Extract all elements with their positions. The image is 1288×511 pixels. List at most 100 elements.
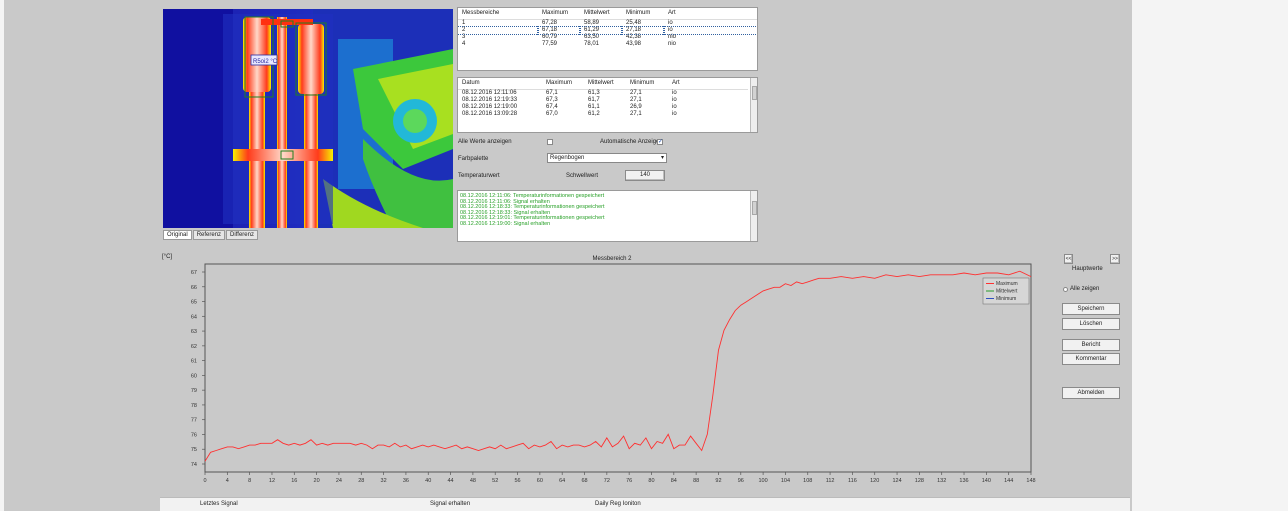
table-row[interactable]: 3 60,79 63,50 42,38 nio: [458, 34, 757, 41]
cell: 61,3: [588, 90, 600, 96]
x-tick-label: 116: [848, 478, 857, 484]
y-tick-label: 63: [191, 329, 197, 335]
x-tick-label: 148: [1026, 478, 1035, 484]
event-log: 08.12.2016 12:11:06: Temperaturinformati…: [457, 190, 758, 242]
y-tick-label: 66: [191, 285, 197, 291]
x-tick-label: 100: [759, 478, 768, 484]
cell: 61,2: [588, 111, 600, 117]
report-button[interactable]: Bericht: [1062, 339, 1120, 351]
cell: 2: [458, 26, 539, 35]
y-axis: 67 66 65 64 63 62 61 60 79 78 77 76 75 74: [191, 270, 205, 468]
y-tick-label: 61: [191, 359, 197, 365]
table-row[interactable]: 08.12.2016 12:19:00 67,4 61,1 26,9 io: [458, 104, 748, 111]
col-header[interactable]: Art: [668, 78, 748, 90]
history-scrollbar[interactable]: [750, 78, 757, 132]
cell: 67,1: [546, 90, 558, 96]
cell: 08.12.2016 13:09:28: [462, 111, 518, 117]
cell: io: [663, 26, 757, 35]
cell: 27,1: [630, 90, 642, 96]
main-values-heading: Hauptwerte: [1072, 266, 1103, 272]
cell: 42,38: [626, 34, 642, 40]
col-header[interactable]: Minimum: [626, 78, 668, 90]
view-tabs: Original Referenz Differenz: [163, 230, 258, 240]
x-tick-label: 44: [448, 478, 454, 484]
table-row[interactable]: 08.12.2016 12:11:06 67,1 61,3 27,1 io: [458, 90, 748, 98]
x-tick-label: 68: [581, 478, 587, 484]
table-row[interactable]: 1 67,28 58,89 25,48 io: [458, 20, 757, 28]
cell: 3: [462, 34, 466, 40]
thermal-image[interactable]: R5oi2 °C: [163, 9, 453, 228]
prev-button[interactable]: <<: [1064, 254, 1073, 264]
legend-entry: Maximum: [996, 281, 1018, 287]
x-tick-label: 112: [826, 478, 835, 484]
x-tick-label: 12: [269, 478, 275, 484]
temperature-chart: [°C] Messbereich 2 67 66 65 64 63 62 61 60 79 78 7…: [162, 254, 1036, 484]
right-margin: [1132, 0, 1288, 511]
y-tick-label: 79: [191, 388, 197, 394]
comment-button[interactable]: Kommentar: [1062, 353, 1120, 365]
cell: 1: [462, 20, 466, 26]
cell: 25,48: [626, 20, 642, 26]
x-tick-label: 20: [314, 478, 320, 484]
x-tick-label: 128: [915, 478, 924, 484]
log-scrollbar[interactable]: [750, 191, 757, 241]
cell: 27,1: [630, 111, 642, 117]
chart-ylabel: [°C]: [162, 254, 172, 260]
cell: nio: [668, 41, 677, 47]
cell: 4: [462, 41, 466, 47]
col-header[interactable]: Minimum: [622, 8, 664, 20]
col-header[interactable]: Datum: [458, 78, 542, 90]
table-row[interactable]: 4 77,59 78,01 43,98 nio: [458, 41, 757, 48]
x-tick-label: 24: [336, 478, 342, 484]
y-tick-label: 62: [191, 344, 197, 350]
cell: 77,59: [542, 41, 558, 47]
col-header[interactable]: Art: [664, 8, 757, 20]
cell: 61,1: [588, 104, 600, 110]
x-tick-label: 72: [604, 478, 610, 484]
palette-label: Farbpalette: [458, 156, 489, 162]
plot-area: [204, 263, 1032, 473]
log-line: 08.12.2016 12:18:33: Temperaturinformati…: [460, 204, 605, 211]
x-tick-label: 136: [959, 478, 968, 484]
col-header[interactable]: Mittelwert: [580, 8, 622, 20]
show-all-label: Alle zeigen: [1070, 286, 1100, 292]
col-header[interactable]: Mittelwert: [584, 78, 626, 90]
y-tick-label: 77: [191, 418, 197, 424]
next-button[interactable]: >>: [1110, 254, 1120, 264]
all-values-label: Alle Werte anzeigen: [458, 139, 512, 145]
palette-select[interactable]: Regenbogen ▾: [547, 153, 667, 163]
threshold-field[interactable]: 140: [625, 170, 665, 181]
logout-button[interactable]: Abmelden: [1062, 387, 1120, 399]
x-tick-label: 96: [738, 478, 744, 484]
col-header[interactable]: Messbereiche: [458, 8, 538, 20]
delete-button[interactable]: Löschen: [1062, 318, 1120, 330]
tab-original[interactable]: Original: [163, 230, 192, 240]
cell: 60,79: [542, 34, 558, 40]
x-tick-label: 60: [537, 478, 543, 484]
x-tick-label: 8: [248, 478, 251, 484]
auto-display-checkbox[interactable]: ✓: [657, 139, 664, 145]
status-last-signal: Letztes Signal: [200, 501, 238, 507]
x-tick-label: 140: [982, 478, 991, 484]
table-row-selected[interactable]: 2 67,18 61,29 27,18 io: [458, 26, 757, 35]
table-row[interactable]: 08.12.2016 12:19:33 67,3 61,7 27,1 io: [458, 97, 748, 104]
cell: 61,29: [579, 26, 623, 35]
cell: 58,89: [584, 20, 600, 26]
x-tick-label: 132: [937, 478, 946, 484]
col-header[interactable]: Maximum: [542, 78, 584, 90]
x-tick-label: 104: [781, 478, 790, 484]
all-values-checkbox[interactable]: [547, 139, 553, 145]
y-tick-label: 78: [191, 403, 197, 409]
x-tick-label: 92: [715, 478, 721, 484]
status-bar: Letztes Signal Signal erhalten Daily Reg…: [160, 497, 1130, 511]
tab-referenz[interactable]: Referenz: [192, 230, 226, 240]
history-table: Datum Maximum Mittelwert Minimum Art 08.…: [457, 77, 758, 133]
chevron-down-icon: ▾: [660, 155, 664, 161]
x-tick-label: 124: [892, 478, 901, 484]
col-header[interactable]: Maximum: [538, 8, 580, 20]
y-tick-label: 67: [191, 270, 197, 276]
tab-differenz[interactable]: Differenz: [226, 230, 258, 240]
save-button[interactable]: Speichern: [1062, 303, 1120, 315]
show-all-radio[interactable]: [1063, 287, 1068, 292]
table-row[interactable]: 08.12.2016 13:09:28 67,0 61,2 27,1 io: [458, 111, 748, 118]
